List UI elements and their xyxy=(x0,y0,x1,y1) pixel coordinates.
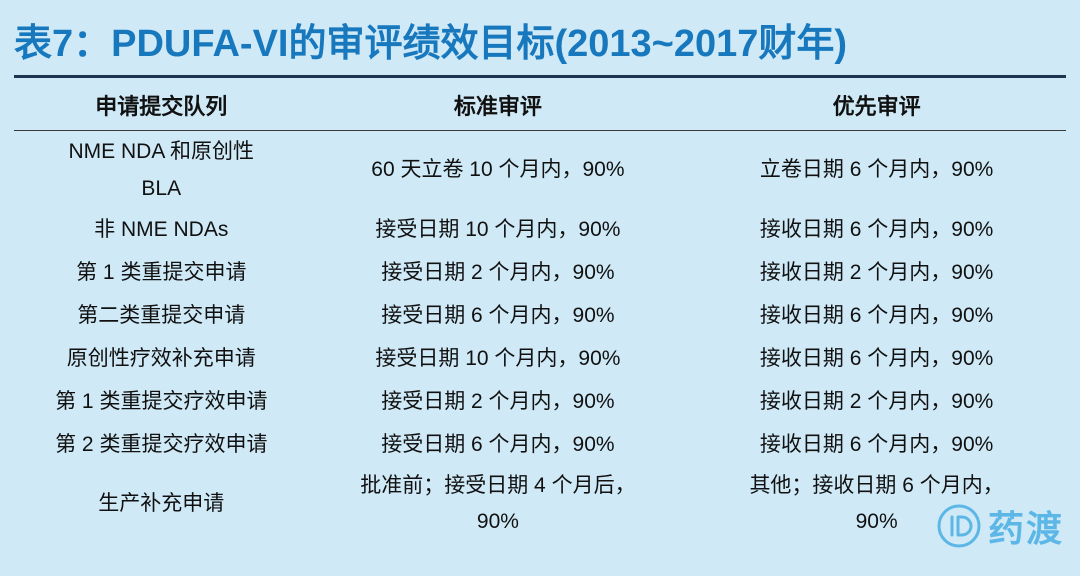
column-header: 优先审评 xyxy=(832,94,921,119)
table-cell: 接受日期 2 个月内，90% xyxy=(381,389,615,413)
table-cell: 接收日期 6 个月内，90% xyxy=(759,303,994,327)
table-cell: 接收日期 2 个月内，90% xyxy=(759,260,994,284)
table-row: 第 1 类重提交疗效申请 接受日期 2 个月内，90% 接收日期 2 个月内，90% xyxy=(14,381,1066,424)
table-cell: 接收日期 6 个月内，90% xyxy=(759,217,994,241)
table-cell: 立卷日期 6 个月内，90% xyxy=(759,158,994,182)
table-cell: 接受日期 6 个月内，90% xyxy=(381,432,615,456)
table-cell: 非 NME NDAs xyxy=(94,217,229,241)
table-row: 第 2 类重提交疗效申请 接受日期 6 个月内，90% 接收日期 6 个月内，90% xyxy=(14,424,1066,467)
table-cell: 接受日期 10 个月内，90% xyxy=(375,346,621,370)
yaodu-logo-icon xyxy=(936,503,982,549)
table-cell: 第 2 类重提交疗效申请 xyxy=(55,432,268,456)
table-row: 非 NME NDAs 接受日期 10 个月内，90% 接收日期 6 个月内，90% xyxy=(14,209,1066,252)
table-row: 第二类重提交申请 接受日期 6 个月内，90% 接收日期 6 个月内，90% xyxy=(14,295,1066,338)
table-cell: NME NDA 和原创性 BLA xyxy=(68,140,255,200)
table-cell: 接受日期 6 个月内，90% xyxy=(381,303,615,327)
table-row: 原创性疗效补充申请 接受日期 10 个月内，90% 接收日期 6 个月内，90% xyxy=(14,338,1066,381)
table-cell: 批准前；接受日期 4 个月后， 90% xyxy=(360,473,636,534)
table-cell: 第 1 类重提交申请 xyxy=(76,260,247,284)
table-cell: 60 天立卷 10 个月内，90% xyxy=(371,158,625,182)
yaodu-logo: 药渡 xyxy=(936,500,1064,552)
table-row: 第 1 类重提交申请 接受日期 2 个月内，90% 接收日期 2 个月内，90% xyxy=(14,252,1066,295)
table-body: NME NDA 和原创性 BLA 60 天立卷 10 个月内，90% 立卷日期 6 … xyxy=(14,133,1066,542)
table-cell: 其他；接收日期 6 个月内， 90% xyxy=(749,473,1004,534)
table-cell: 原创性疗效补充申请 xyxy=(66,346,256,370)
table-cell: 接受日期 2 个月内，90% xyxy=(381,260,615,284)
title-divider xyxy=(14,75,1066,78)
table-header-row: 申请提交队列 标准审评 优先审评 xyxy=(14,78,1066,130)
table-cell: 第 1 类重提交疗效申请 xyxy=(55,389,268,413)
table-cell: 接收日期 6 个月内，90% xyxy=(759,346,994,370)
table-cell: 接受日期 10 个月内，90% xyxy=(375,217,621,241)
yaodu-logo-text: 药渡 xyxy=(987,508,1064,549)
table-cell: 生产补充申请 xyxy=(98,491,225,515)
table-cell: 接收日期 2 个月内，90% xyxy=(759,389,994,413)
table-row: 生产补充申请 批准前；接受日期 4 个月后， 90% 其他；接收日期 6 个月内， … xyxy=(14,467,1066,543)
page-title: 表7：PDUFA-VI的审评绩效目标(2013~2017财年) xyxy=(14,23,848,65)
table-cell: 接收日期 6 个月内，90% xyxy=(759,432,994,456)
table-cell: 第二类重提交申请 xyxy=(77,303,246,327)
table-row: NME NDA 和原创性 BLA 60 天立卷 10 个月内，90% 立卷日期 6 … xyxy=(14,133,1066,209)
column-header: 标准审评 xyxy=(453,94,542,119)
column-header: 申请提交队列 xyxy=(95,94,228,119)
header-divider xyxy=(14,130,1066,131)
pdufa-performance-table: 申请提交队列 标准审评 优先审评 xyxy=(14,78,1066,130)
